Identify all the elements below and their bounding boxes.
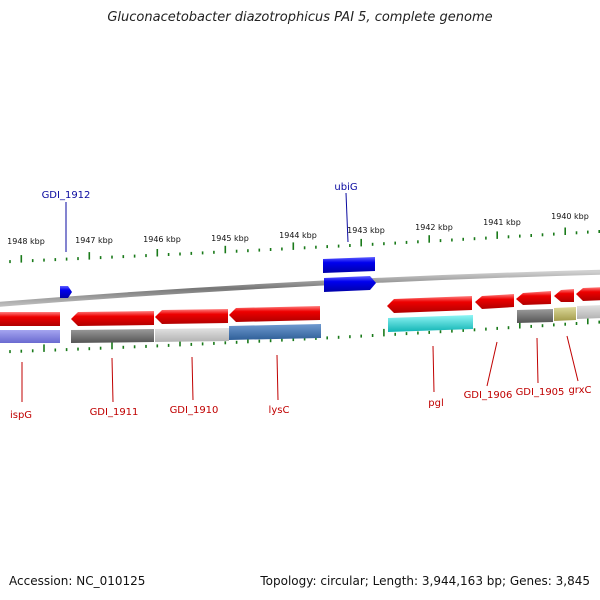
feature-gdi-1910[interactable] bbox=[155, 328, 229, 342]
gene-gdi-1910[interactable] bbox=[155, 309, 228, 324]
accession-text: Accession: NC_010125 bbox=[9, 574, 145, 588]
leader-gdi-1906 bbox=[487, 342, 497, 386]
leader-gdi-1905 bbox=[537, 338, 538, 383]
feature-grxc[interactable] bbox=[554, 307, 576, 321]
gene-pgl[interactable] bbox=[387, 296, 472, 313]
scale-label: 1942 kbp bbox=[415, 223, 453, 232]
feature-ispg[interactable] bbox=[0, 330, 60, 343]
feature-gdi-1905[interactable] bbox=[517, 309, 553, 323]
gene-next[interactable] bbox=[576, 287, 600, 301]
gene-ubig[interactable] bbox=[324, 276, 376, 292]
scale-label: 1945 kbp bbox=[211, 234, 249, 243]
leader-gdi-1911 bbox=[112, 358, 113, 402]
scale-label: 1948 kbp bbox=[7, 237, 45, 246]
topology-text: Topology: circular; Length: 3,944,163 bp… bbox=[260, 574, 590, 588]
gene-label-gdi-1906[interactable]: GDI_1906 bbox=[464, 390, 513, 401]
gene-grxc[interactable] bbox=[554, 289, 574, 302]
gene-gdi-1912[interactable] bbox=[60, 286, 72, 298]
scale-label: 1947 kbp bbox=[75, 236, 113, 245]
scale-label: 1943 kbp bbox=[347, 226, 385, 235]
leader-gdi-1910 bbox=[192, 357, 193, 400]
gene-ispg[interactable] bbox=[0, 312, 60, 326]
gene-ubig-feature[interactable] bbox=[323, 257, 375, 273]
gene-label-ispg[interactable]: ispG bbox=[10, 410, 32, 421]
gene-label-grxc[interactable]: grxC bbox=[568, 385, 591, 396]
gene-label-gdi-1911[interactable]: GDI_1911 bbox=[90, 407, 139, 418]
scale-label: 1946 kbp bbox=[143, 235, 181, 244]
feature-next[interactable] bbox=[577, 305, 600, 319]
gene-lysc[interactable] bbox=[229, 306, 320, 322]
scale-labels: 1948 kbp 1947 kbp 1946 kbp 1945 kbp 1944… bbox=[7, 212, 589, 246]
leader-lysc bbox=[277, 355, 278, 400]
feature-pgl[interactable] bbox=[388, 315, 473, 332]
scale-label: 1941 kbp bbox=[483, 218, 521, 227]
gene-label-pgl[interactable]: pgl bbox=[428, 398, 443, 409]
gene-label-gdi-1910[interactable]: GDI_1910 bbox=[170, 405, 219, 416]
scale-label: 1940 kbp bbox=[551, 212, 589, 221]
gene-label-gdi-1912[interactable]: GDI_1912 bbox=[42, 190, 91, 201]
leader-grxc bbox=[567, 336, 578, 381]
gene-gdi-1906[interactable] bbox=[475, 294, 514, 309]
scale-label: 1944 kbp bbox=[279, 231, 317, 240]
feature-gdi-1911[interactable] bbox=[71, 329, 154, 343]
feature-lysc[interactable] bbox=[229, 324, 321, 340]
gene-gdi-1911[interactable] bbox=[71, 311, 154, 326]
gene-label-ubig[interactable]: ubiG bbox=[334, 182, 357, 193]
gene-label-gdi-1905[interactable]: GDI_1905 bbox=[516, 387, 565, 398]
gene-label-lysc[interactable]: lysC bbox=[269, 405, 290, 416]
leader-pgl bbox=[433, 346, 434, 392]
genome-map: 1948 kbp 1947 kbp 1946 kbp 1945 kbp 1944… bbox=[0, 0, 600, 600]
gene-gdi-1905[interactable] bbox=[516, 291, 551, 305]
